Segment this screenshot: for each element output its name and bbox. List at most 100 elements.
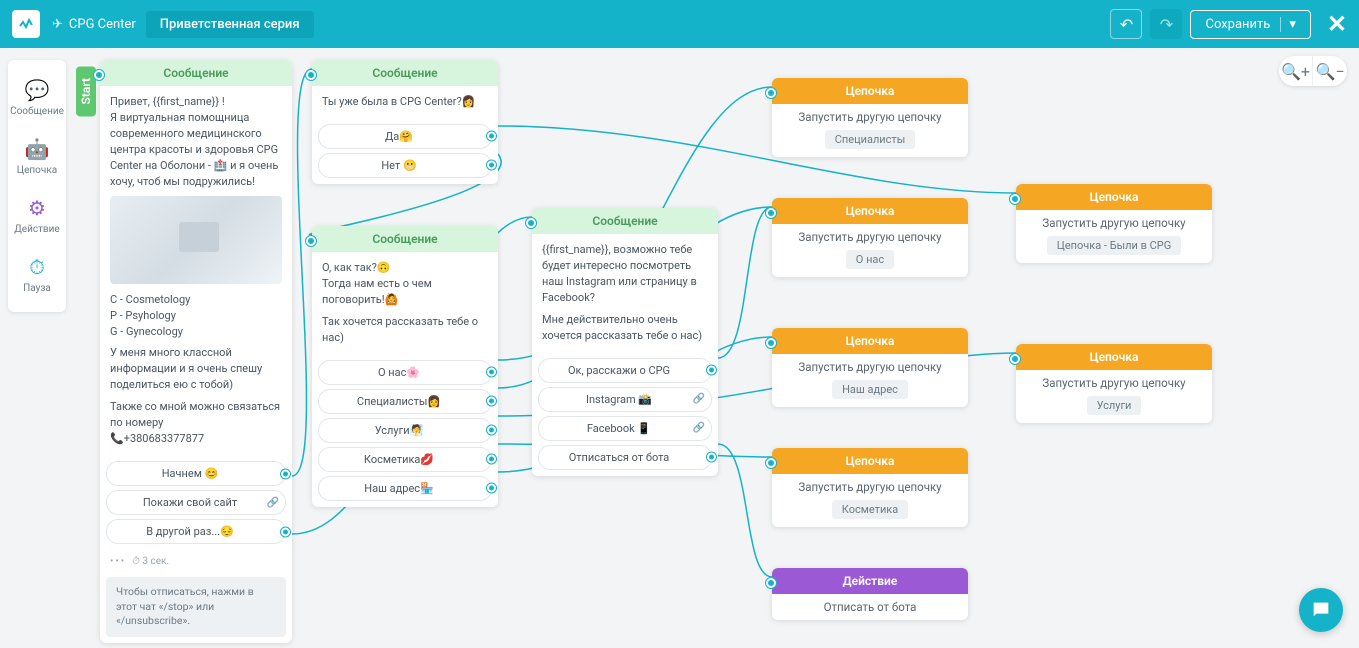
node-subtitle: Запустить другую цепочку (772, 474, 968, 500)
tool-pause[interactable]: ⏱ Пауза (8, 245, 66, 304)
action-icon: ⚙ (28, 196, 46, 220)
help-fab[interactable] (1299, 588, 1343, 632)
more-icon[interactable]: ••• (110, 556, 126, 567)
tool-message-label: Сообщение (10, 106, 64, 117)
reply-button[interactable]: Facebook 📱🔗 (538, 416, 712, 441)
page-name[interactable]: Приветственная серия (146, 11, 314, 38)
save-dropdown-icon[interactable]: ▾ (1280, 17, 1296, 32)
reply-button[interactable]: Instagram 📸🔗 (538, 387, 712, 412)
output-port[interactable] (281, 469, 290, 478)
node-header: Цепочка (772, 198, 968, 224)
input-port[interactable] (766, 208, 776, 218)
node-n3[interactable]: СообщениеО, как так?🙃Тогда нам есть о че… (312, 226, 498, 507)
undo-button[interactable]: ↶ (1110, 9, 1142, 39)
reply-button[interactable]: О нас🌸 (318, 360, 492, 385)
output-port[interactable] (487, 368, 496, 377)
reply-button[interactable]: Нет 😬 (318, 153, 492, 178)
node-tag-wrap: Специалисты (772, 130, 968, 157)
input-port[interactable] (766, 88, 776, 98)
reply-button[interactable]: Начнем 😊 (106, 461, 286, 486)
output-port[interactable] (487, 161, 496, 170)
app-header: ✈ CPG Center Приветственная серия ↶ ↷ Со… (0, 0, 1359, 48)
output-port[interactable] (707, 366, 716, 375)
reply-button[interactable]: Косметика💋 (318, 447, 492, 472)
input-port[interactable] (766, 458, 776, 468)
node-subtitle: Отписать от бота (772, 594, 968, 620)
node-n11[interactable]: ЦепочкаЗапустить другую цепочкуУслуги (1016, 344, 1212, 423)
save-button[interactable]: Сохранить ▾ (1190, 10, 1310, 39)
link-icon: 🔗 (693, 394, 705, 405)
node-text: Также со мной можно связаться по номеру📞… (110, 399, 282, 447)
reply-button[interactable]: Да🤗 (318, 124, 492, 149)
node-n4[interactable]: Сообщение{{first_name}}, возможно тебе б… (532, 208, 718, 476)
reply-button[interactable]: Покажи свой сайт🔗 (106, 490, 286, 515)
header-actions: ↶ ↷ Сохранить ▾ ✕ (1110, 9, 1347, 39)
node-n5[interactable]: ЦепочкаЗапустить другую цепочкуСпециалис… (772, 78, 968, 157)
node-buttons: Начнем 😊 Покажи свой сайт🔗 В другой раз...… (100, 461, 292, 550)
input-port[interactable] (1010, 354, 1020, 364)
node-header: Сообщение (312, 226, 498, 252)
input-port[interactable] (526, 218, 536, 228)
node-tag-wrap: Цепочка - Были в CPG (1016, 236, 1212, 263)
reply-button[interactable]: Отписаться от бота (538, 445, 712, 470)
reply-button[interactable]: Специалисты👩 (318, 389, 492, 414)
zoom-in-button[interactable]: 🔍+ (1279, 56, 1313, 86)
input-port[interactable] (306, 70, 316, 80)
start-tab[interactable]: Start (76, 66, 96, 116)
node-header: Цепочка (772, 78, 968, 104)
node-n1[interactable]: СообщениеПривет, {{first_name}} !Я вирту… (100, 60, 292, 643)
node-body: Привет, {{first_name}} !Я виртуальная по… (100, 86, 292, 461)
tool-message[interactable]: 💬 Сообщение (8, 68, 66, 127)
node-header: Цепочка (1016, 344, 1212, 370)
tool-action[interactable]: ⚙ Действие (8, 186, 66, 245)
output-port[interactable] (281, 527, 290, 536)
telegram-icon: ✈ (52, 17, 63, 32)
node-buttons: Да🤗 Нет 😬 (312, 124, 498, 184)
close-button[interactable]: ✕ (1327, 10, 1347, 38)
tool-pause-label: Пауза (23, 283, 51, 294)
tool-chain[interactable]: 🤖 Цепочка (8, 127, 66, 186)
output-port[interactable] (487, 426, 496, 435)
node-subtitle: Запустить другую цепочку (772, 224, 968, 250)
channel-name[interactable]: CPG Center (69, 17, 136, 32)
node-tag: Специалисты (825, 130, 916, 149)
node-meta: •••⏱ 3 сек. (100, 550, 292, 573)
node-tag-wrap: Услуги (1016, 396, 1212, 423)
reply-button[interactable]: Ок, расскажи о CPG (538, 358, 712, 383)
node-n7[interactable]: ЦепочкаЗапустить другую цепочкуНаш адрес (772, 328, 968, 407)
pause-icon: ⏱ (29, 255, 45, 279)
tool-chain-label: Цепочка (17, 165, 57, 176)
output-port[interactable] (487, 397, 496, 406)
node-n8[interactable]: ЦепочкаЗапустить другую цепочкуКосметика (772, 448, 968, 527)
output-port[interactable] (487, 132, 496, 141)
output-port[interactable] (707, 453, 716, 462)
node-tag: Цепочка - Были в CPG (1047, 236, 1181, 255)
breadcrumb: ✈ CPG Center Приветственная серия (52, 11, 314, 38)
input-port[interactable] (94, 70, 104, 80)
input-port[interactable] (766, 338, 776, 348)
node-text: Привет, {{first_name}} !Я виртуальная по… (110, 94, 282, 190)
zoom-out-button[interactable]: 🔍− (1313, 56, 1347, 86)
node-tag: Услуги (1087, 396, 1142, 415)
node-header: Сообщение (312, 60, 498, 86)
node-subtitle: Запустить другую цепочку (1016, 370, 1212, 396)
output-port[interactable] (487, 484, 496, 493)
link-icon: 🔗 (267, 497, 279, 508)
redo-button[interactable]: ↷ (1150, 9, 1182, 39)
output-port[interactable] (487, 455, 496, 464)
flow-canvas[interactable]: Start СообщениеПривет, {{first_name}} !Я… (72, 56, 1359, 648)
node-text: Мне действительно очень хочется рассказа… (542, 312, 708, 344)
node-n9[interactable]: ДействиеОтписать от бота (772, 568, 968, 620)
input-port[interactable] (766, 578, 776, 588)
node-n2[interactable]: СообщениеТы уже была в CPG Center?👩Да🤗Не… (312, 60, 498, 184)
node-header: Цепочка (772, 448, 968, 474)
input-port[interactable] (306, 236, 316, 246)
reply-button[interactable]: Услуги🧖 (318, 418, 492, 443)
node-n6[interactable]: ЦепочкаЗапустить другую цепочкуО нас (772, 198, 968, 277)
reply-button[interactable]: Наш адрес🏪 (318, 476, 492, 501)
node-n10[interactable]: ЦепочкаЗапустить другую цепочкуЦепочка -… (1016, 184, 1212, 263)
reply-button[interactable]: В другой раз...😔 (106, 519, 286, 544)
node-text: У меня много классной информации и я оче… (110, 345, 282, 393)
input-port[interactable] (1010, 194, 1020, 204)
app-logo[interactable] (12, 10, 40, 38)
